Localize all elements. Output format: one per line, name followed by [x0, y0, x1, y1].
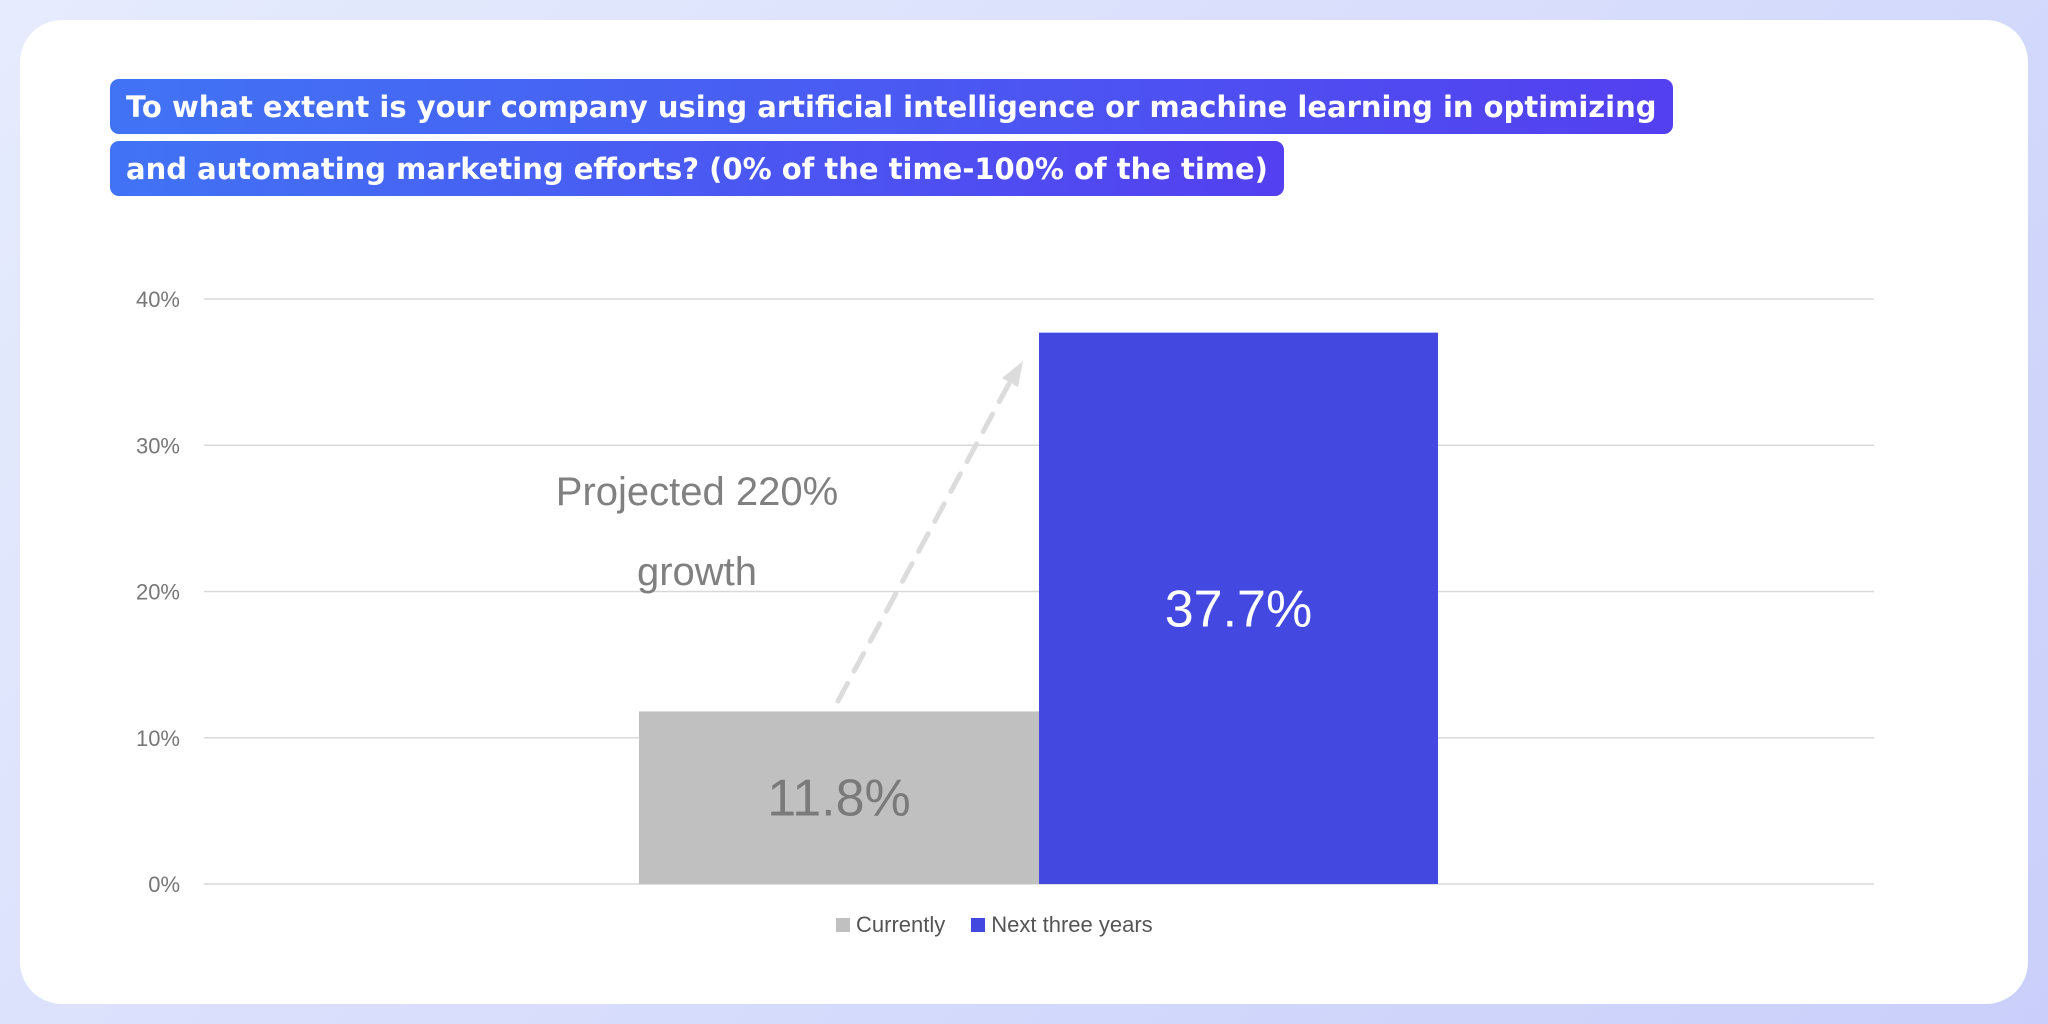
y-tick-label: 20%	[136, 580, 180, 605]
bar-1	[1039, 332, 1438, 884]
y-tick-label: 40%	[136, 287, 180, 312]
y-tick-label: 0%	[148, 872, 180, 897]
growth-arrow-head	[1002, 361, 1023, 387]
legend-label-next-three-years: Next three years	[991, 912, 1153, 937]
legend-swatch-currently	[836, 918, 850, 932]
bar-value-label: 37.7%	[1165, 580, 1312, 638]
growth-arrow-line	[835, 375, 1015, 704]
y-tick-label: 10%	[136, 726, 180, 751]
legend-swatch-next-three-years	[971, 918, 986, 932]
bar-value-label: 11.8%	[767, 770, 911, 828]
title-line-2: and automating marketing efforts? (0% of…	[110, 141, 1284, 196]
annotation-line-1: Projected 220%	[556, 470, 838, 514]
annotation-line-2: growth	[637, 550, 757, 594]
legend-label-currently: Currently	[856, 912, 946, 937]
legend-item-currently: Currently	[836, 912, 945, 938]
y-tick-label: 30%	[136, 433, 180, 458]
chart-title: To what extent is your company using art…	[110, 79, 1673, 203]
title-line-1: To what extent is your company using art…	[110, 79, 1673, 134]
bar-0	[639, 711, 1039, 884]
chart-legend: Currently Next three years	[836, 912, 1153, 938]
legend-item-next-three-years: Next three years	[971, 912, 1153, 938]
